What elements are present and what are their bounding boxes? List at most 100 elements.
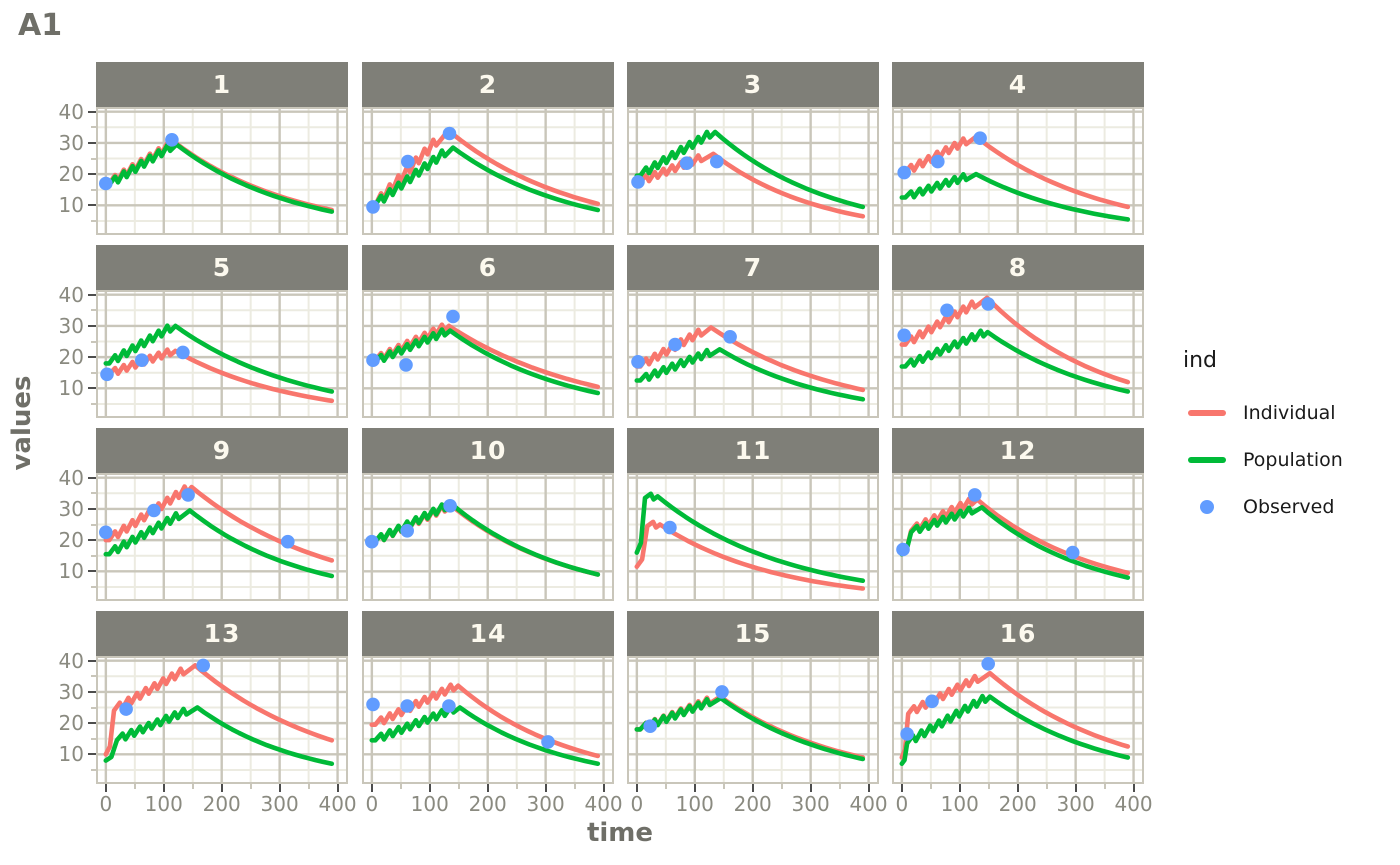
observed-key [1183, 500, 1231, 514]
x-axis-tick [1132, 784, 1135, 792]
y-axis-tick [88, 173, 96, 176]
observed-point [723, 330, 737, 344]
panel-plot [892, 473, 1144, 601]
x-axis-minor-tick [780, 784, 783, 789]
y-axis-minor-tick [91, 492, 96, 495]
x-axis-tick-label: 0 [895, 792, 909, 816]
y-axis-tick-label: 10 [58, 376, 84, 401]
facet-panel-2: 2 [362, 62, 614, 235]
y-axis-tick-label: 20 [58, 711, 84, 736]
facet-strip: 14 [362, 611, 614, 656]
individual-line [103, 140, 335, 213]
panel-plot [362, 473, 614, 601]
observed-point [900, 727, 914, 741]
legend: ind Individual Population Observed [1183, 348, 1343, 542]
facet-strip-label: 15 [734, 619, 772, 648]
y-axis-tick-label: 40 [58, 99, 84, 124]
y-axis-tick-label: 30 [58, 130, 84, 155]
observed-point [973, 131, 987, 145]
observed-point [196, 658, 210, 673]
individual-line [369, 322, 601, 390]
x-axis-minor-tick [457, 784, 460, 789]
x-axis-title: time [586, 818, 654, 848]
y-axis-tick-label: 40 [58, 648, 84, 673]
observed-point [541, 735, 555, 749]
legend-item-observed: Observed [1183, 495, 1343, 519]
individual-line [899, 496, 1131, 576]
population-line [634, 129, 866, 210]
x-axis-tick [370, 784, 373, 792]
x-axis-tick-label: 100 [675, 792, 714, 816]
population-key [1183, 457, 1231, 463]
facet-strip-label: 4 [1008, 70, 1028, 99]
facet-strip: 5 [96, 245, 348, 290]
observed-point [135, 353, 149, 367]
y-axis-minor-tick [91, 554, 96, 557]
individual-line [899, 295, 1131, 385]
population-line [103, 142, 335, 214]
facet-strip: 6 [362, 245, 614, 290]
x-axis-minor-tick [399, 784, 402, 789]
x-axis-tick [486, 784, 489, 792]
y-axis-minor-tick [91, 340, 96, 343]
individual-key-line [1188, 410, 1226, 416]
x-axis-tick-label: 400 [584, 792, 623, 816]
individual-line [899, 134, 1131, 210]
x-axis-tick [104, 784, 107, 792]
observed-point [181, 488, 195, 502]
observed-point [366, 697, 380, 712]
x-axis-minor-tick [1045, 784, 1048, 789]
legend-item-individual: Individual [1183, 401, 1343, 425]
facet-panel-7: 7 [627, 245, 879, 418]
x-axis-minor-tick [191, 784, 194, 789]
facet-panel-14: 14 [362, 611, 614, 784]
population-line [899, 504, 1131, 580]
individual-line [634, 151, 866, 219]
observed-point [443, 499, 457, 513]
y-axis-tick-label: 10 [58, 559, 84, 584]
y-axis-minor-tick [91, 157, 96, 160]
y-axis-tick-label: 20 [58, 528, 84, 553]
individual-line [634, 325, 866, 393]
y-axis-tick [88, 570, 96, 573]
facet-panel-8: 8 [892, 245, 1144, 418]
individual-line [103, 663, 335, 757]
facet-strip: 9 [96, 428, 348, 473]
panel-plot [362, 656, 614, 784]
chart-title: A1 [18, 8, 63, 43]
x-axis-tick [1074, 784, 1077, 792]
legend-item-label: Individual [1243, 402, 1336, 424]
facet-strip-label: 10 [469, 436, 507, 465]
facet-strip: 15 [627, 611, 879, 656]
facet-strip: 16 [892, 611, 1144, 656]
y-axis-minor-tick [91, 371, 96, 374]
y-axis-tick [88, 204, 96, 207]
population-line [634, 695, 866, 762]
x-axis-minor-tick [664, 784, 667, 789]
individual-key [1183, 410, 1231, 416]
observed-point [366, 200, 380, 214]
x-axis-minor-tick [573, 784, 576, 789]
observed-point [715, 685, 729, 699]
panel-plot [892, 290, 1144, 418]
facet-strip-label: 8 [1008, 253, 1028, 282]
facet-panel-12: 12 [892, 428, 1144, 601]
x-axis-tick-label: 0 [630, 792, 644, 816]
observed-point [631, 355, 645, 369]
x-axis-tick [162, 784, 165, 792]
facet-strip-label: 1 [212, 70, 232, 99]
observed-point [99, 176, 113, 191]
population-line [634, 491, 866, 583]
facet-panel-6: 6 [362, 245, 614, 418]
x-axis-tick-label: 200 [468, 792, 507, 816]
x-axis-minor-tick [133, 784, 136, 789]
observed-point [442, 699, 456, 713]
x-axis-tick [428, 784, 431, 792]
x-axis-tick-label: 0 [365, 792, 379, 816]
y-axis-tick [88, 324, 96, 327]
facet-panel-4: 4 [892, 62, 1144, 235]
facet-strip: 1 [96, 62, 348, 107]
x-axis-minor-tick [249, 784, 252, 789]
panel-plot [627, 656, 879, 784]
facet-strip: 2 [362, 62, 614, 107]
